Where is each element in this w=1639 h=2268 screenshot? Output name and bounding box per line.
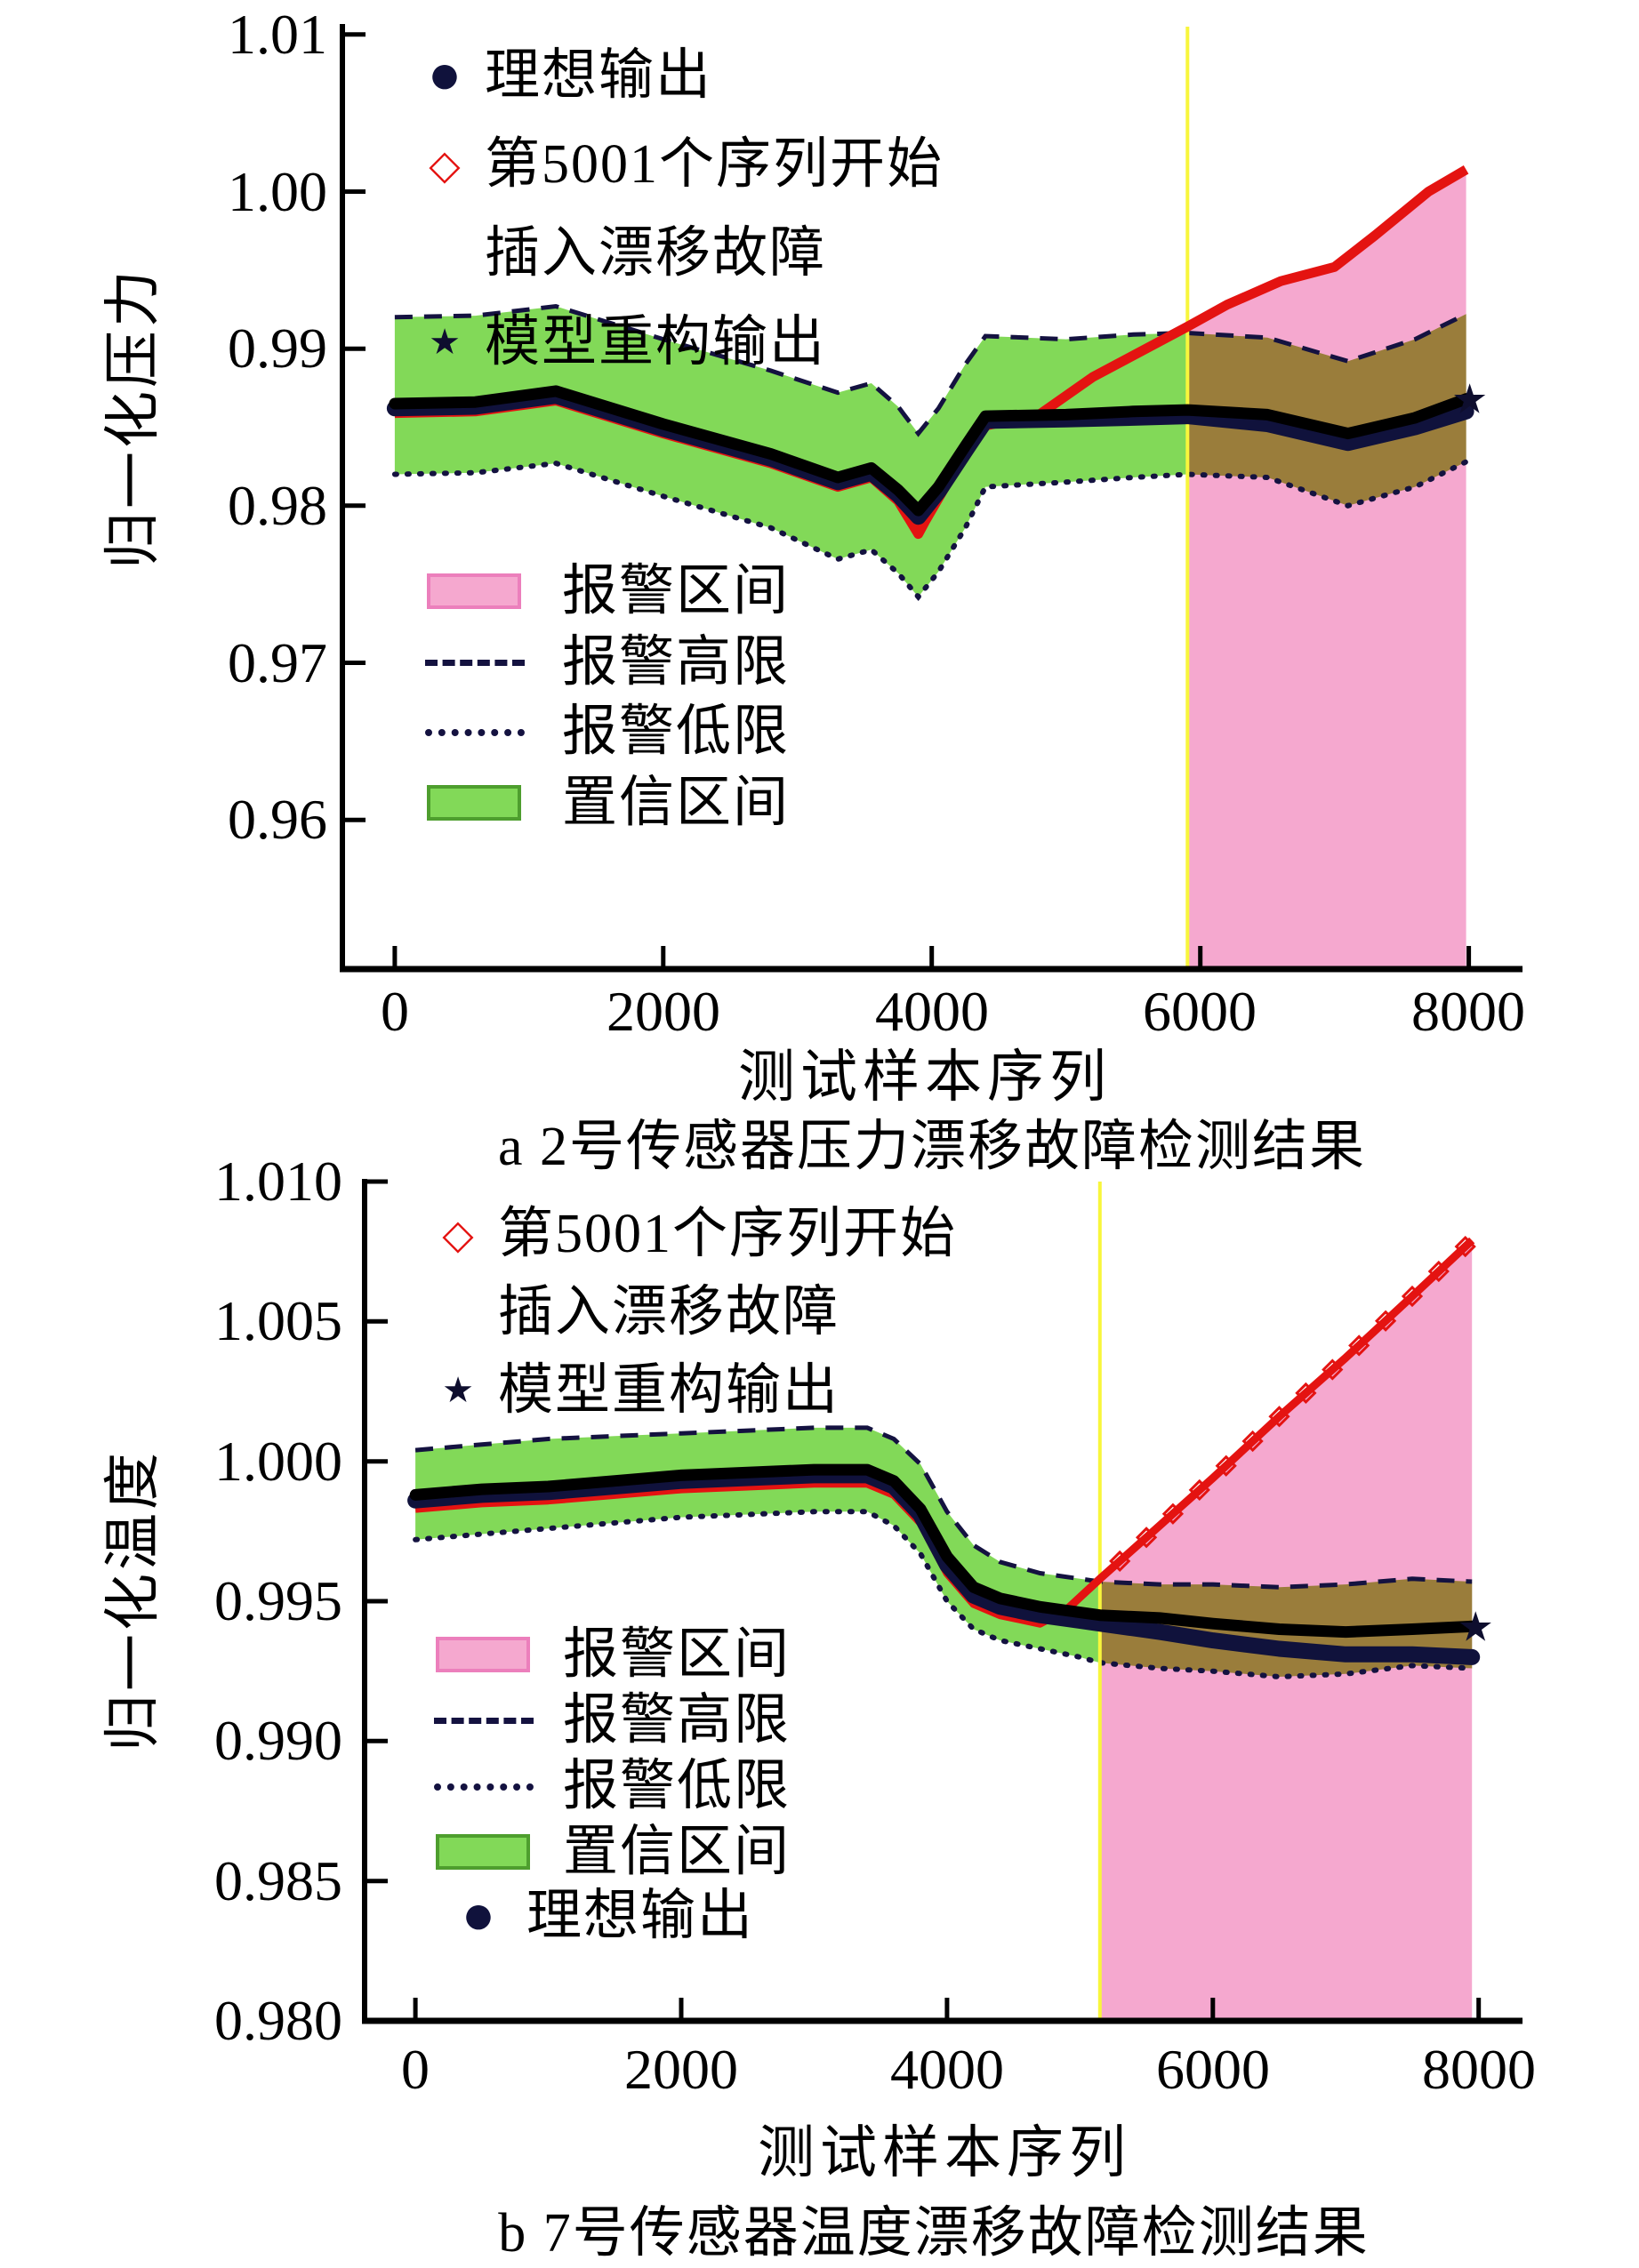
ideal-output-dot-icon: ● [430,57,459,93]
x-tick-label: 6000 [1143,980,1257,1043]
reconstruction-star-icon: ★ [442,1370,474,1411]
reconstruction-star-icon: ★ [429,322,461,363]
fault-diamond-icon: ◇ [442,1210,474,1258]
fault-diamond-marker [1401,1285,1424,1308]
alarm-region-a [1187,169,1466,970]
fault-diamond-marker [1161,1503,1185,1525]
x-tick-label: 4000 [875,980,989,1043]
fault-diamond-marker [1215,1455,1237,1477]
confidence-band-in-alarm-a [1187,314,1466,506]
reconstruction-end-star-icon: ★ [1451,375,1488,423]
legend-item-label: 插入漂移故障 [498,1282,840,1342]
reconstruction-output-line-a [389,385,1473,517]
fault-diamond-marker [1374,1310,1397,1332]
y-tick-label: 1.005 [214,1289,342,1352]
alarm-high-line-swatch [434,1718,534,1724]
legend-item-label: 模型重构输出 [498,1360,840,1421]
y-tick-label: 1.00 [228,160,327,223]
y-tick-label: 1.01 [228,3,327,66]
y-tick-label: 0.985 [214,1849,342,1912]
y-tick-label: 0.99 [228,317,327,380]
alarm-high-line-swatch [425,660,525,666]
x-tick-label: 0 [401,2038,430,2101]
legend-item-label: 置信区间 [563,1822,791,1882]
y-tick-label: 0.98 [228,474,327,537]
fault-diamond-marker [1268,1406,1290,1428]
alarm-low-line-swatch [425,729,525,736]
fault-diamond-marker [1135,1527,1158,1549]
alarm-low-limit-line-b [413,1509,1475,1680]
alarm-high-limit-line-b [414,1425,1473,1590]
confidence-band-swatch [427,785,521,821]
fault-diamond-marker [1241,1430,1264,1453]
alarm-region-swatch [427,573,521,609]
legend-item-label: 第5001个序列开始 [485,134,944,195]
legend-item-label: 插入漂移故障 [485,223,827,284]
y-tick-label: 0.980 [214,1989,342,2052]
fault-diamond-marker [1348,1334,1370,1357]
legend-item-label: 理想输出 [526,1886,755,1946]
fault-diamond-icon: ◇ [429,140,461,188]
x-tick-label: 8000 [1411,980,1525,1043]
fault-diamond-marker [1188,1479,1210,1502]
x-tick-label: 4000 [890,2038,1004,2101]
y-tick-label: 0.995 [214,1569,342,1632]
legend-item-label: 报警低限 [563,1756,791,1816]
confidence-band-swatch [436,1834,530,1870]
fault-diamond-marker [1322,1358,1344,1381]
y-tick-label: 1.010 [214,1150,342,1213]
x-axis-label-a: 测试样本序列 [738,1046,1112,1109]
legend-item-label: 置信区间 [562,773,791,833]
legend-item-label: 报警高限 [563,1690,791,1751]
legend-item-label: 报警区间 [562,561,791,621]
legend-item-label: 报警低限 [562,701,791,762]
x-axis-label-b: 测试样本序列 [758,2121,1131,2184]
reconstruction-end-star-icon: ★ [1458,1602,1494,1650]
y-tick-label: 0.96 [228,788,327,851]
alarm-region-swatch [436,1637,530,1672]
x-tick-label: 2000 [624,2038,738,2101]
legend-item-label: 报警区间 [563,1624,791,1685]
legend-item-label: 第5001个序列开始 [498,1204,958,1264]
legend-item-label: 理想输出 [485,45,713,106]
y-tick-label: 0.990 [214,1709,342,1772]
fault-diamond-marker [1454,1235,1476,1258]
ideal-output-dot-icon: ● [464,1897,493,1934]
x-tick-label: 0 [381,980,409,1043]
x-tick-label: 8000 [1422,2038,1536,2101]
alarm-low-line-swatch [434,1783,534,1791]
legend-item-label: 模型重构输出 [485,312,827,373]
legend-item-label: 报警高限 [562,632,791,693]
alarm-high-limit-line-a [394,303,1467,437]
fault-diamond-marker [1295,1382,1317,1405]
x-tick-label: 2000 [607,980,720,1043]
y-tick-label: 0.97 [228,631,327,694]
fault-diamond-marker [1427,1260,1450,1283]
alarm-low-limit-line-a [391,459,1469,602]
fault-diamond-marker [1109,1550,1131,1573]
caption-b: b 7号传感器温度漂移故障检测结果 [498,2203,1370,2264]
y-tick-label: 1.000 [214,1430,342,1493]
caption-a: a 2号传感器压力漂移故障检测结果 [497,1117,1367,1177]
x-tick-label: 6000 [1156,2038,1270,2101]
reconstruction-output-line-b [409,1463,1478,1639]
